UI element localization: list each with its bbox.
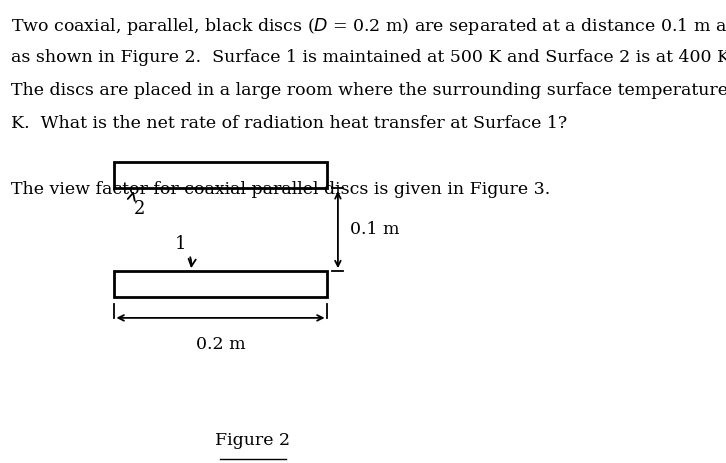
Text: The view factor for coaxial parallel discs is given in Figure 3.: The view factor for coaxial parallel dis… xyxy=(11,181,550,199)
Text: Figure 2: Figure 2 xyxy=(216,432,290,449)
Text: as shown in Figure 2.  Surface 1 is maintained at 500 K and Surface 2 is at 400 : as shown in Figure 2. Surface 1 is maint… xyxy=(11,49,726,66)
Text: 1: 1 xyxy=(175,235,196,266)
Text: Two coaxial, parallel, black discs ($D$ = 0.2 m) are separated at a distance 0.1: Two coaxial, parallel, black discs ($D$ … xyxy=(11,16,726,37)
Text: 0.2 m: 0.2 m xyxy=(196,336,245,353)
Text: 0.1 m: 0.1 m xyxy=(351,221,400,238)
Text: 2: 2 xyxy=(128,193,145,218)
Text: K.  What is the net rate of radiation heat transfer at Surface 1?: K. What is the net rate of radiation hea… xyxy=(11,115,567,132)
Bar xyxy=(113,162,327,188)
Text: The discs are placed in a large room where the surrounding surface temperature i: The discs are placed in a large room whe… xyxy=(11,82,726,99)
Bar xyxy=(113,271,327,297)
